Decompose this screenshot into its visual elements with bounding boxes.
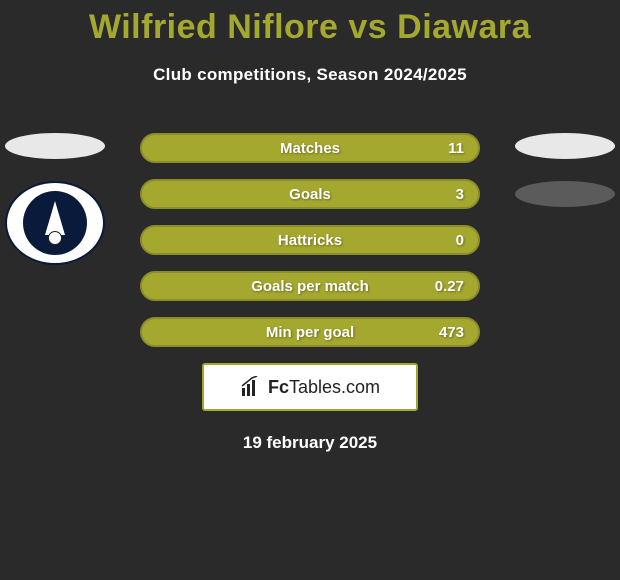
club-badge-inner xyxy=(23,191,87,255)
stat-label: Goals per match xyxy=(251,278,369,295)
stat-row-hattricks: Hattricks 0 xyxy=(140,225,480,255)
right-column xyxy=(510,133,620,229)
club-badge-left xyxy=(5,181,105,265)
left-column xyxy=(0,133,110,265)
brand-text: FcTables.com xyxy=(268,377,380,398)
comparison-area: Matches 11 Goals 3 Hattricks 0 Goals per… xyxy=(0,133,620,453)
stat-row-min-per-goal: Min per goal 473 xyxy=(140,317,480,347)
stat-value: 473 xyxy=(439,324,464,341)
bar-chart-icon xyxy=(240,376,262,398)
stat-label: Matches xyxy=(280,140,340,157)
stat-value: 0.27 xyxy=(435,278,464,295)
subtitle: Club competitions, Season 2024/2025 xyxy=(0,65,620,85)
stat-value: 0 xyxy=(456,232,464,249)
stat-row-goals: Goals 3 xyxy=(140,179,480,209)
stat-row-goals-per-match: Goals per match 0.27 xyxy=(140,271,480,301)
date-text: 19 february 2025 xyxy=(10,433,610,453)
stat-label: Goals xyxy=(289,186,331,203)
club-right-placeholder xyxy=(515,181,615,207)
brand-prefix: Fc xyxy=(268,377,289,397)
stat-value: 11 xyxy=(448,140,464,157)
eiffel-icon xyxy=(45,201,65,235)
brand-suffix: Tables.com xyxy=(289,377,380,397)
stats-bars: Matches 11 Goals 3 Hattricks 0 Goals per… xyxy=(140,133,480,347)
stat-label: Hattricks xyxy=(278,232,342,249)
stat-value: 3 xyxy=(456,186,464,203)
ball-icon xyxy=(48,231,62,245)
stat-row-matches: Matches 11 xyxy=(140,133,480,163)
player-left-placeholder xyxy=(5,133,105,159)
player-right-placeholder xyxy=(515,133,615,159)
brand-badge: FcTables.com xyxy=(202,363,418,411)
stat-label: Min per goal xyxy=(266,324,354,341)
page-title: Wilfried Niflore vs Diawara xyxy=(0,0,620,47)
